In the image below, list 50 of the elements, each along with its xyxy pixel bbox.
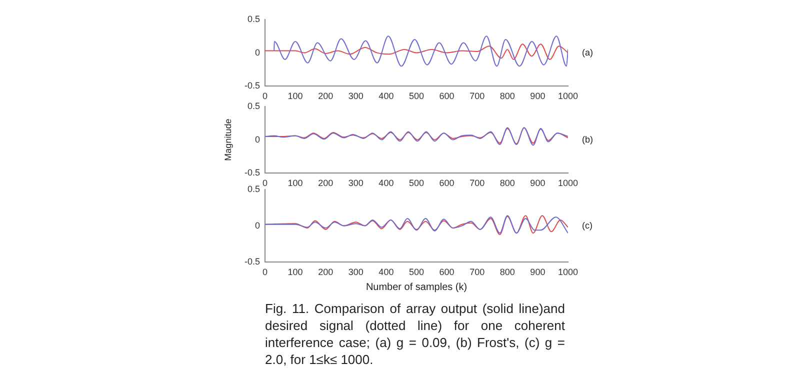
- x-tick-label: 900: [530, 91, 546, 102]
- line-series: [274, 36, 568, 67]
- x-tick-label: 1000: [558, 178, 578, 188]
- x-tick-label: 700: [470, 267, 485, 278]
- x-tick-label: 400: [378, 91, 394, 102]
- x-tick-label: 200: [318, 267, 334, 278]
- y-tick-label: 0.5: [247, 100, 260, 111]
- x-tick-label: 900: [530, 178, 546, 188]
- x-tick-label: 100: [288, 178, 303, 188]
- x-tick-label: 800: [500, 267, 515, 278]
- x-tick-label: 500: [408, 91, 424, 102]
- line-series: [265, 44, 568, 60]
- y-tick-label: 0: [254, 47, 260, 58]
- x-tick-label: 500: [408, 178, 424, 188]
- x-tick-label: 600: [439, 91, 454, 102]
- y-tick-label: 0: [254, 220, 260, 230]
- x-tick-label: 0: [262, 178, 268, 188]
- text: (b): [582, 134, 593, 144]
- x-tick-label: 600: [439, 267, 454, 278]
- x-tick-label: 700: [470, 178, 485, 188]
- x-tick-label: 1000: [558, 91, 578, 102]
- y-tick-label: 0.5: [247, 184, 260, 194]
- x-tick-label: 0: [262, 91, 268, 102]
- x-tick-label: 200: [318, 178, 334, 188]
- x-tick-label: 800: [500, 178, 515, 188]
- y-tick-label: -0.5: [244, 80, 260, 91]
- text: (c): [582, 220, 592, 230]
- y-tick-label: 0: [254, 134, 260, 144]
- x-tick-label: 300: [348, 267, 364, 278]
- x-tick-label: 600: [439, 178, 454, 188]
- text: (a): [582, 47, 593, 58]
- x-tick-label: 800: [500, 91, 515, 102]
- x-tick-label: 300: [348, 178, 364, 188]
- x-tick-label: 300: [348, 91, 364, 102]
- y-tick-label: -0.5: [244, 168, 260, 178]
- x-tick-label: 500: [408, 267, 424, 278]
- x-tick-label: 400: [378, 267, 394, 278]
- x-tick-label: 700: [470, 91, 485, 102]
- y-axis-title: Magnitude: [222, 118, 233, 161]
- x-axis-title: Number of samples (k): [366, 282, 468, 293]
- y-tick-label: 0.5: [247, 14, 260, 24]
- x-tick-label: 200: [318, 91, 334, 102]
- x-tick-label: 1000: [558, 267, 578, 278]
- x-tick-label: 400: [378, 178, 394, 188]
- x-tick-label: 100: [288, 267, 303, 278]
- caption: Fig. 11. Comparison of array output (solid line)and desired signal (dotted line) for one coherent interference case; (a) g = 0.09, (b) Frost's, (c) g = 2.0, for 1≤k≤ 1000.: [265, 300, 565, 368]
- x-tick-label: 0: [262, 267, 268, 278]
- x-tick-label: 100: [288, 91, 303, 102]
- y-tick-label: -0.5: [244, 256, 260, 267]
- x-tick-label: 900: [530, 267, 546, 278]
